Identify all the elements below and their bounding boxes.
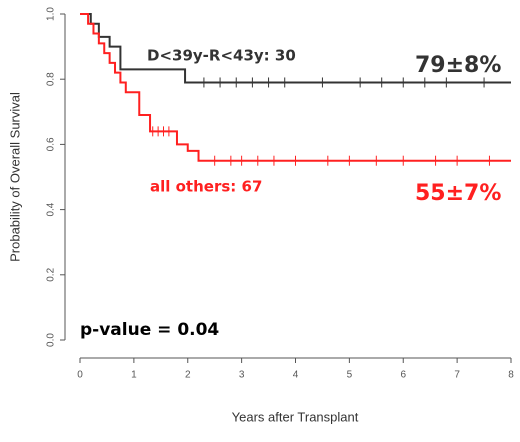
x-tick-label: 0 [77, 370, 83, 381]
x-tick-label: 4 [293, 370, 299, 381]
x-tick-label: 5 [347, 370, 353, 381]
y-tick-label: 0.6 [46, 137, 57, 151]
y-tick-label: 0.8 [46, 72, 57, 86]
y-tick-label: 0.4 [46, 202, 57, 216]
annotation: p-value = 0.04 [80, 320, 219, 340]
y-tick-label: 0.0 [46, 333, 57, 347]
y-axis-title: Probability of Overall Survival [7, 92, 22, 262]
legend-label: D<39y-R<43y: 30 [147, 47, 296, 65]
x-tick-label: 7 [454, 370, 460, 381]
y-tick-label: 0.2 [46, 267, 57, 281]
x-axis-title: Years after Transplant [232, 409, 359, 424]
end-label: 79±8% [415, 53, 501, 78]
survival-curve [80, 13, 511, 84]
x-tick-label: 8 [508, 370, 514, 381]
x-tick-label: 3 [239, 370, 245, 381]
x-tick-label: 1 [131, 370, 137, 381]
x-tick-label: 6 [400, 370, 406, 381]
x-tick-label: 2 [185, 370, 191, 381]
end-label: 55±7% [415, 181, 501, 206]
y-tick-label: 1.0 [46, 7, 57, 21]
legend-label: all others: 67 [150, 178, 262, 196]
survival-curve [80, 13, 511, 162]
